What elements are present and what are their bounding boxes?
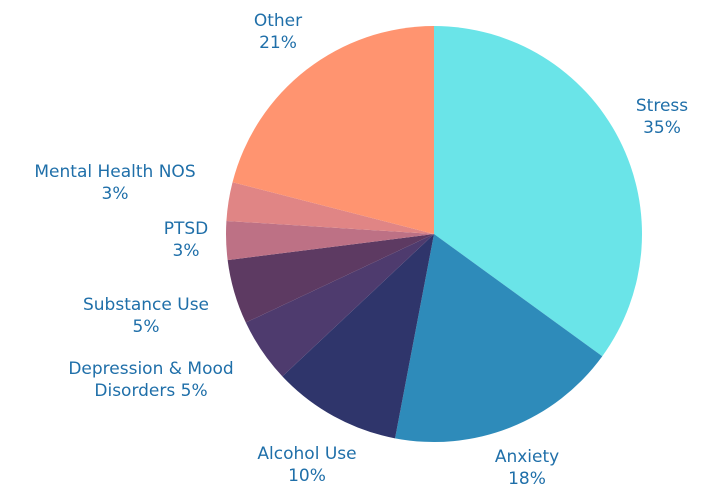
category-label: Anxiety bbox=[494, 447, 560, 467]
category-label: Other bbox=[253, 11, 303, 31]
value-label: 3% bbox=[172, 241, 200, 261]
slice-label: Mental Health NOS 3% bbox=[34, 161, 195, 205]
pie-slice bbox=[232, 26, 434, 234]
value-label: 21% bbox=[259, 33, 297, 53]
category-label: Mental Health NOS bbox=[34, 162, 196, 182]
pie-slice bbox=[226, 220, 434, 261]
slice-label: Depression & Mood Disorders 5% bbox=[46, 358, 256, 402]
slice-label: Substance Use 5% bbox=[83, 294, 209, 338]
pie-slice bbox=[227, 234, 434, 323]
slice-label: Alcohol Use 10% bbox=[257, 443, 356, 487]
value-label: 35% bbox=[643, 118, 681, 138]
value-label: 5% bbox=[180, 381, 208, 401]
pie-slice bbox=[245, 234, 434, 377]
value-label: 18% bbox=[508, 469, 546, 489]
slice-label: Anxiety 18% bbox=[495, 446, 559, 490]
value-label: 3% bbox=[101, 184, 129, 204]
slice-label: Stress 35% bbox=[636, 95, 688, 139]
category-label: Stress bbox=[635, 96, 689, 116]
category-label: Depression & Mood Disorders bbox=[68, 359, 234, 401]
pie-slice bbox=[395, 234, 603, 442]
value-label: 10% bbox=[288, 466, 326, 486]
slice-label: PTSD 3% bbox=[164, 218, 209, 262]
pie-slice bbox=[282, 234, 434, 439]
category-label: Alcohol Use bbox=[257, 444, 357, 464]
value-label: 5% bbox=[132, 317, 160, 337]
category-label: Substance Use bbox=[82, 295, 210, 315]
category-label: PTSD bbox=[163, 219, 209, 239]
pie-slice bbox=[226, 182, 434, 234]
pie-slice bbox=[434, 26, 642, 357]
slice-label: Other 21% bbox=[254, 10, 302, 54]
